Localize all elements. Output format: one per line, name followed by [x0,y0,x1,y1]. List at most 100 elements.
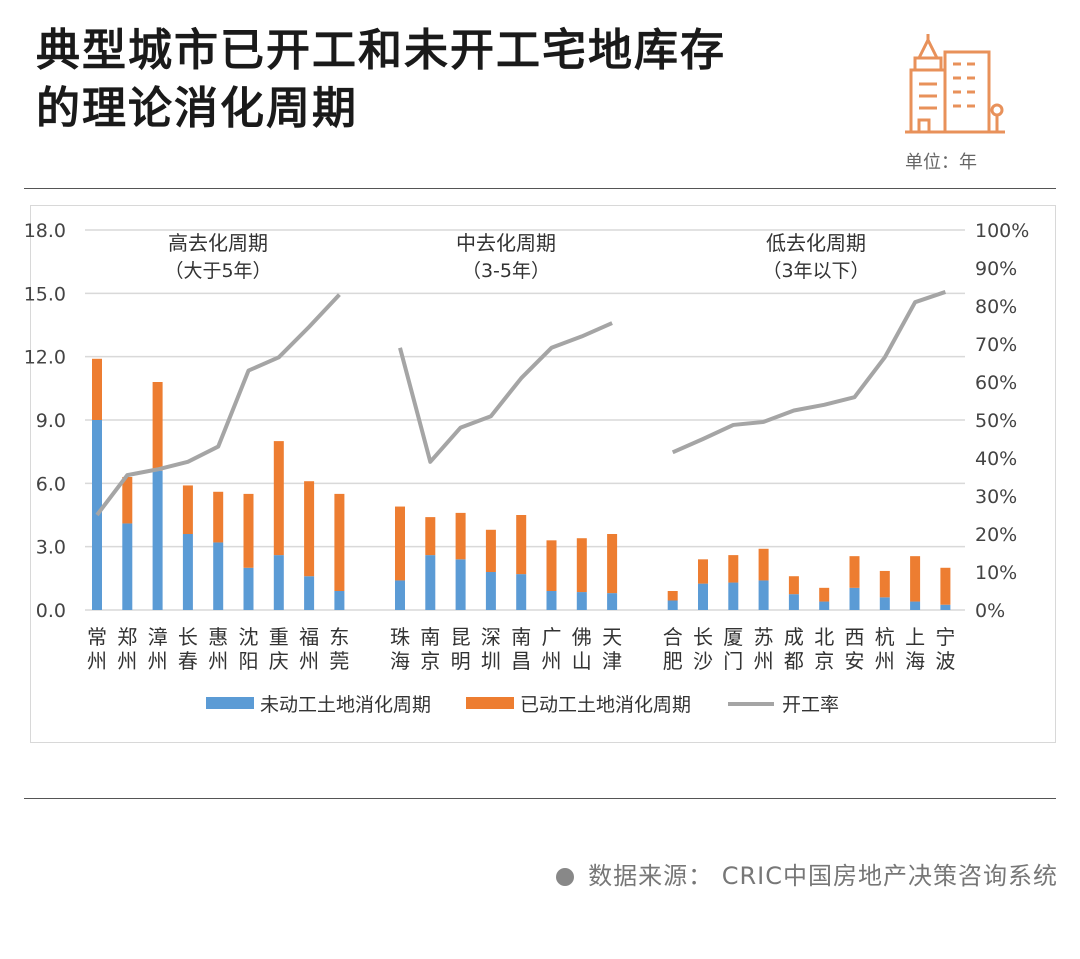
bar-started [485,529,496,572]
bar-started [152,382,163,471]
bar-unstarted [819,601,830,610]
group-labels: 高去化周期 （大于5年） 中去化周期 （3-5年） 低去化周期 （3年以下） [164,231,869,282]
left-tick-label: 9.0 [36,410,66,432]
bar-unstarted [243,567,254,610]
bar-started [849,556,860,588]
legend-label: 未动工土地消化周期 [260,694,431,716]
bar-started [304,481,315,577]
title-line-2: 的理论消化周期 [36,83,358,134]
bar-started [122,477,133,524]
bar-started [576,538,587,593]
right-tick-label: 70% [975,334,1017,356]
bar-unstarted [304,576,315,610]
category-label: 昆明 [451,625,471,673]
bar-started [516,515,527,575]
divider [24,188,1056,189]
group-label-mid: 中去化周期 [456,231,556,255]
right-tick-label: 10% [975,562,1017,584]
bar-started [607,534,618,594]
source-text: 数据来源： CRIC中国房地产决策咨询系统 [588,862,1058,890]
bar-started [92,358,102,420]
group-label-high: 高去化周期 [168,231,268,255]
category-label: 福州 [299,625,319,673]
city-buildings-icon [905,34,1005,134]
right-tick-label: 30% [975,486,1017,508]
bar-started [788,576,799,595]
bar-started [728,555,739,583]
left-tick-label: 18.0 [24,220,66,242]
rate-line [671,290,947,455]
bar-unstarted [546,591,557,610]
bar-unstarted [788,594,799,610]
bar-started [395,506,405,581]
category-label: 南京 [420,625,440,673]
category-label: 广州 [542,625,562,673]
category-label: 南昌 [511,625,531,673]
category-label: 东莞 [329,625,349,673]
bar-started [213,491,224,543]
right-tick-label: 40% [975,448,1017,470]
bar-unstarted [152,470,163,610]
rate-line-group [95,290,947,517]
bar-unstarted [940,604,951,610]
bar-started [546,540,557,591]
category-label: 常州 [87,625,107,673]
category-label: 合肥 [663,625,683,673]
right-tick-label: 100% [975,220,1029,242]
bar-started [243,493,254,568]
category-label: 沈阳 [239,625,259,673]
category-label: 珠海 [390,625,410,673]
category-label: 惠州 [208,625,228,673]
bar-unstarted [182,534,193,610]
category-label: 深圳 [481,625,501,673]
bar-unstarted [425,555,436,610]
group-sublabel-low: （3年以下） [762,260,869,282]
category-label: 长春 [178,625,198,673]
right-tick-label: 90% [975,258,1017,280]
bar-unstarted [728,582,739,610]
left-tick-label: 0.0 [36,600,66,622]
right-tick-label: 0% [975,600,1005,622]
bar-unstarted [395,580,405,610]
right-tick-label: 50% [975,410,1017,432]
bar-unstarted [516,574,527,610]
right-tick-label: 20% [975,524,1017,546]
category-labels: 常州郑州漳州长春惠州沈阳重庆福州东莞珠海南京昆明深圳南昌广州佛山天津合肥长沙厦门… [87,625,955,673]
legend-label: 开工率 [782,694,839,716]
left-tick-label: 15.0 [24,283,66,305]
bar-started [879,570,890,598]
category-label: 厦门 [723,625,743,673]
bar-unstarted [122,523,133,610]
bar-unstarted [455,559,466,610]
bar-started [910,556,921,602]
category-label: 长沙 [693,625,713,673]
title-line-1: 典型城市已开工和未开工宅地库存 [36,25,726,76]
category-label: 杭州 [875,625,895,673]
bar-started [667,591,678,601]
left-tick-label: 6.0 [36,473,66,495]
bar-unstarted [334,591,345,610]
category-label: 成都 [784,625,804,673]
bar-unstarted [607,593,618,610]
bar-unstarted [698,583,708,610]
category-label: 重庆 [269,625,289,673]
divider [24,798,1056,799]
right-tick-label: 60% [975,372,1017,394]
category-label: 苏州 [754,625,774,673]
bar-started [698,559,708,584]
bar-unstarted [849,587,860,610]
bar-unstarted [910,601,921,610]
bar-unstarted [576,592,587,610]
bar-started [334,493,345,591]
legend: 未动工土地消化周期 已动工土地消化周期 开工率 [206,694,839,716]
axes: 0.0 3.0 6.0 9.0 12.0 15.0 18.0 0% 10% 20% 30% 40% 50… [24,220,1030,622]
bar-started [940,567,951,605]
category-label: 佛山 [572,625,592,673]
bar-started [425,517,436,556]
category-label: 上海 [905,625,925,673]
left-tick-label: 3.0 [36,537,66,559]
category-label: 天津 [602,625,622,673]
bar-unstarted [758,580,769,610]
right-tick-label: 80% [975,296,1017,318]
